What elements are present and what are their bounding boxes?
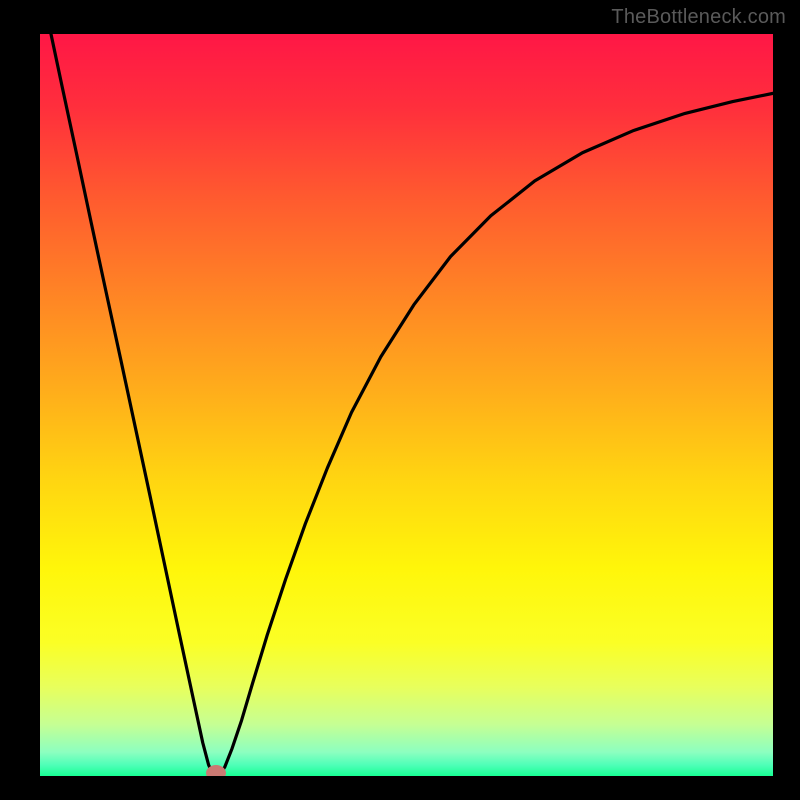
frame-right [773, 0, 800, 800]
optimum-marker [206, 765, 226, 776]
watermark-text: TheBottleneck.com [611, 6, 786, 29]
frame-left [0, 0, 40, 800]
bottleneck-curve [40, 34, 773, 776]
frame-bottom [0, 776, 800, 800]
plot-area [40, 34, 773, 776]
